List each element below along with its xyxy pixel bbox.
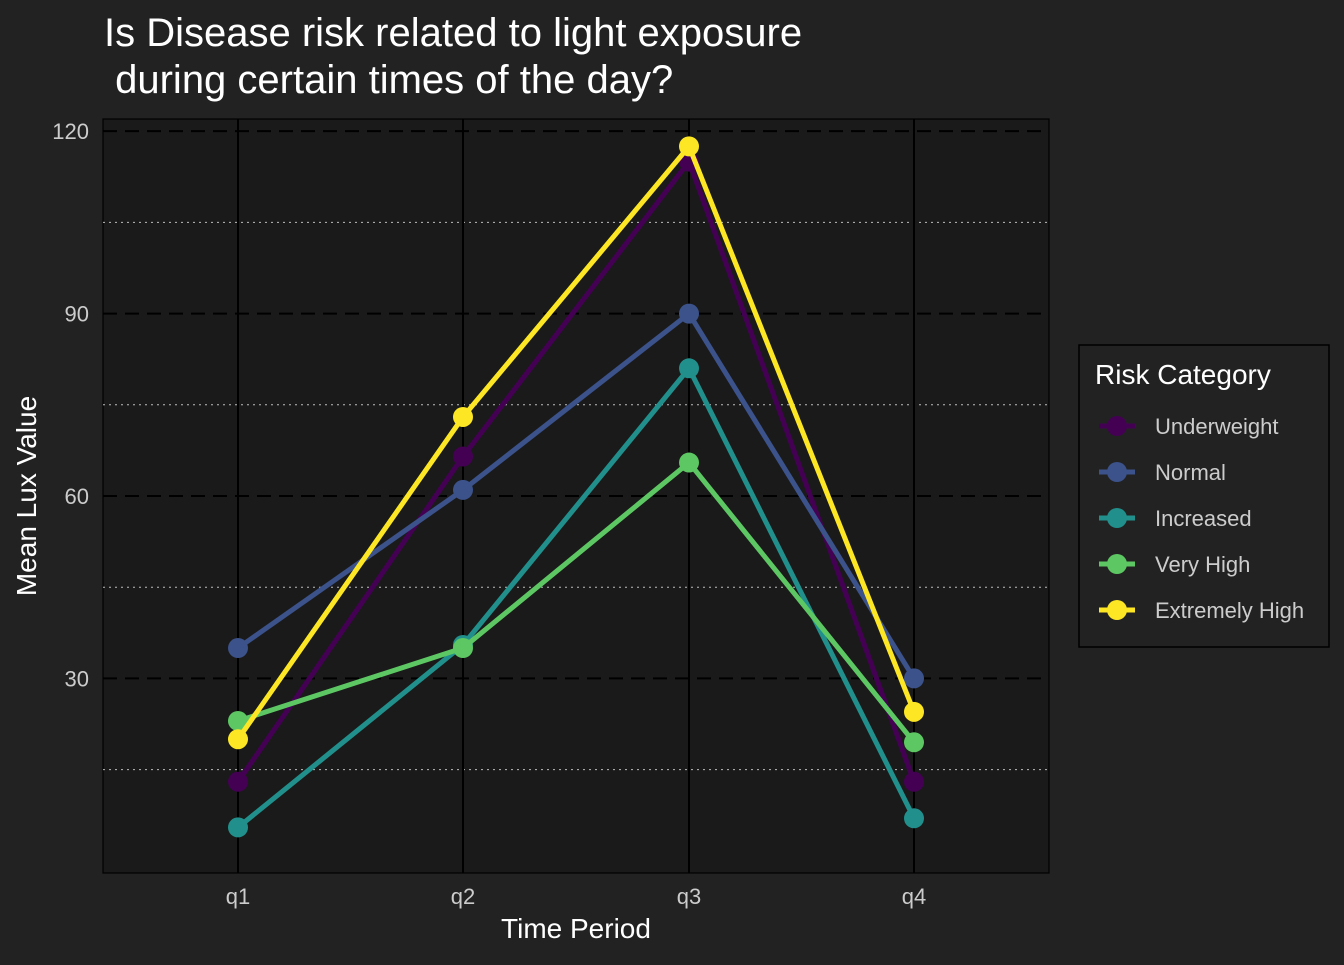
- data-point: [453, 479, 473, 500]
- legend-key-point: [1107, 554, 1127, 574]
- series-line: [236, 365, 917, 830]
- data-point: [679, 358, 699, 379]
- chart-title: Is Disease risk related to light exposur…: [104, 11, 802, 102]
- data-point: [453, 638, 473, 659]
- legend-item: Underweight: [1099, 414, 1279, 439]
- y-tick-label: 120: [52, 119, 89, 144]
- data-point: [904, 732, 924, 753]
- series-line: [236, 311, 917, 680]
- series-lines: [228, 136, 924, 838]
- legend-item: Increased: [1099, 506, 1252, 531]
- legend-item: Extremely High: [1099, 598, 1304, 623]
- y-tick-label: 30: [65, 666, 89, 691]
- legend-label: Extremely High: [1155, 598, 1304, 623]
- x-axis-title: Time Period: [501, 913, 651, 944]
- x-tick-label: q2: [451, 884, 475, 909]
- data-point: [228, 817, 248, 838]
- legend-box: [1078, 344, 1330, 648]
- x-tick-label: q4: [902, 884, 926, 909]
- series-line: [237, 460, 916, 744]
- data-point: [679, 136, 699, 157]
- legend: Risk Category Underweight Normal Increased…: [1078, 344, 1330, 648]
- y-tick-label: 90: [65, 302, 89, 327]
- data-point: [904, 701, 924, 722]
- series-extremely-high: [228, 136, 924, 750]
- x-tick-label: q3: [677, 884, 701, 909]
- data-point: [679, 303, 699, 324]
- legend-label: Very High: [1155, 552, 1250, 577]
- y-axis-ticks: 30 60 90 120: [52, 119, 89, 691]
- chart-title-line-2: during certain times of the day?: [104, 58, 673, 102]
- legend-key-point: [1107, 508, 1127, 528]
- data-point: [453, 406, 473, 427]
- data-point: [904, 771, 924, 792]
- series-line: [235, 143, 917, 741]
- legend-key-point: [1107, 462, 1127, 482]
- legend-item: Very High: [1099, 552, 1250, 577]
- data-point: [679, 452, 699, 473]
- x-axis-ticks: q1 q2 q3 q4: [226, 884, 926, 909]
- series-normal: [228, 303, 924, 689]
- legend-item: Normal: [1099, 460, 1226, 485]
- series-line: [235, 159, 917, 784]
- chart-title-line-1: Is Disease risk related to light exposur…: [104, 11, 802, 55]
- legend-key-point: [1107, 416, 1127, 436]
- data-point: [228, 638, 248, 659]
- legend-label: Normal: [1155, 460, 1226, 485]
- y-axis-title: Mean Lux Value: [11, 396, 42, 596]
- data-point: [228, 729, 248, 750]
- series-very-high: [228, 452, 924, 753]
- legend-key-point: [1107, 600, 1127, 620]
- legend-title: Risk Category: [1095, 359, 1271, 390]
- data-point: [453, 446, 473, 467]
- data-point: [904, 668, 924, 689]
- legend-label: Underweight: [1155, 414, 1279, 439]
- legend-items: Underweight Normal Increased Very High Extre…: [1099, 414, 1304, 623]
- legend-label: Increased: [1155, 506, 1252, 531]
- y-tick-label: 60: [65, 484, 89, 509]
- data-point: [904, 808, 924, 829]
- x-tick-label: q1: [226, 884, 250, 909]
- data-point: [228, 771, 248, 792]
- data-point: [228, 710, 248, 731]
